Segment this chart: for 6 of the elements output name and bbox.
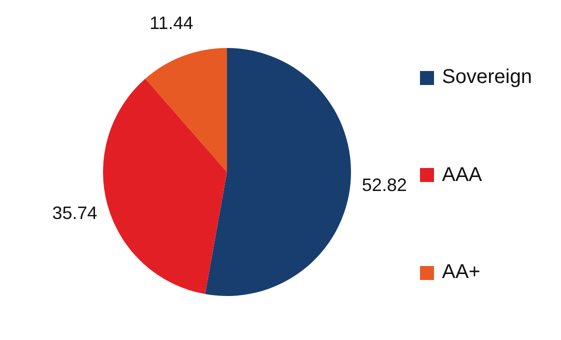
legend-label: AA+ (442, 261, 480, 284)
data-label: 52.82 (362, 174, 407, 195)
legend-label: Sovereign (442, 66, 532, 89)
data-label: 11.44 (150, 13, 194, 34)
data-label: 35.74 (52, 203, 98, 224)
legend-label: AAA (442, 164, 482, 186)
